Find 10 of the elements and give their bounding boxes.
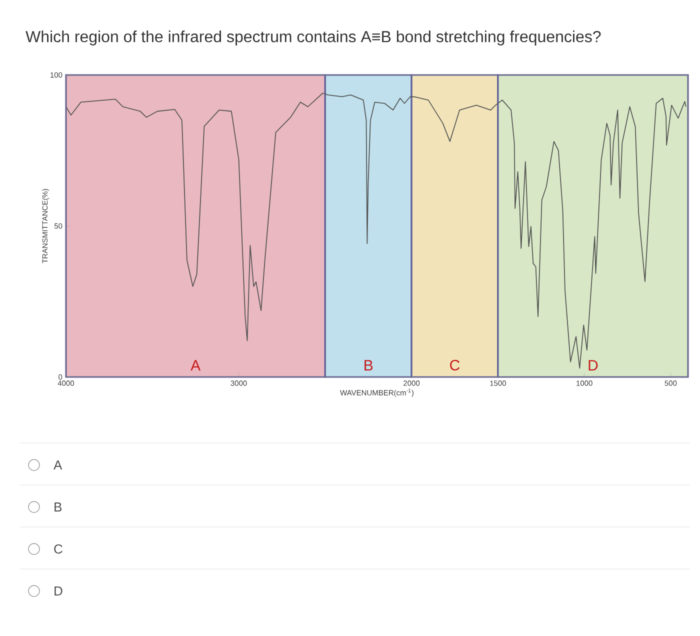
text: C bbox=[54, 544, 62, 554]
chart-title: Which region of the infrared spectrum contains A≡B bond stretching frequencies? bbox=[26, 30, 601, 46]
text: A bbox=[54, 460, 62, 470]
band-label: A bbox=[190, 360, 201, 370]
text: B bbox=[54, 502, 62, 512]
band-label: C bbox=[450, 360, 460, 370]
band-label: B bbox=[364, 360, 373, 370]
band-label: D bbox=[588, 360, 598, 370]
line-series bbox=[66, 92, 686, 369]
text: D bbox=[54, 586, 62, 596]
